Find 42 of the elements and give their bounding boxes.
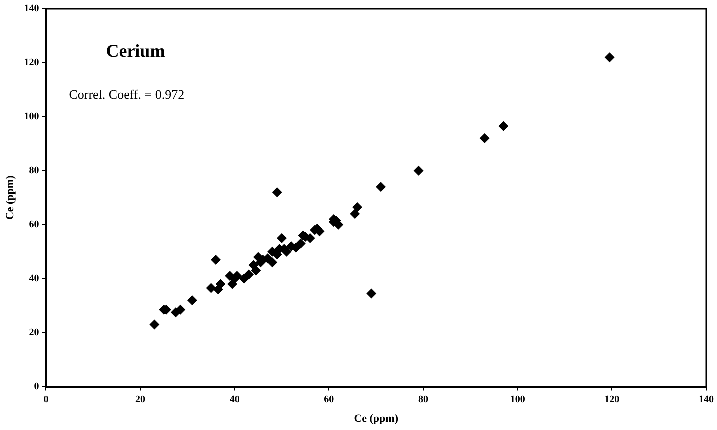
point xyxy=(480,134,490,144)
text: Cerium xyxy=(106,41,166,61)
point xyxy=(251,266,262,276)
y-tick-label: 140 xyxy=(24,4,40,15)
point xyxy=(206,283,216,294)
point xyxy=(350,209,360,220)
point xyxy=(239,274,250,284)
point xyxy=(272,188,282,198)
point xyxy=(244,270,254,280)
x-tick-label: 100 xyxy=(510,394,526,406)
x-tick-label: 0 xyxy=(44,394,49,406)
y-axis-title: Ce (ppm) xyxy=(4,175,16,220)
point xyxy=(277,233,288,244)
point xyxy=(366,288,377,299)
point xyxy=(216,279,226,290)
x-axis-title: Ce (ppm) xyxy=(354,413,399,426)
y-tick-label: 80 xyxy=(29,165,40,176)
point xyxy=(150,320,160,330)
point xyxy=(414,166,424,176)
point xyxy=(187,295,198,306)
point xyxy=(296,238,306,249)
x-tick-label: 20 xyxy=(136,394,146,406)
x-tick-label: 40 xyxy=(230,394,240,406)
point xyxy=(232,271,242,282)
point xyxy=(352,202,362,212)
annotation: Correl. Coeff. = 0.972 xyxy=(69,87,185,102)
point xyxy=(376,182,386,192)
point xyxy=(176,304,186,315)
y-tick-label: 100 xyxy=(24,112,40,123)
point xyxy=(210,254,221,265)
x-tick-label: 120 xyxy=(604,394,620,406)
y-tick-label: 0 xyxy=(34,381,40,392)
y-tick-label: 20 xyxy=(29,327,40,338)
point xyxy=(268,258,278,268)
point xyxy=(604,52,615,63)
y-tick-label: 120 xyxy=(24,58,40,69)
x-tick-label: 60 xyxy=(324,394,334,406)
x-tick-label: 80 xyxy=(418,394,429,406)
x-tick-label: 140 xyxy=(699,394,714,406)
y-tick-label: 40 xyxy=(29,273,40,284)
y-tick-label: 60 xyxy=(29,219,40,230)
point xyxy=(498,121,509,132)
